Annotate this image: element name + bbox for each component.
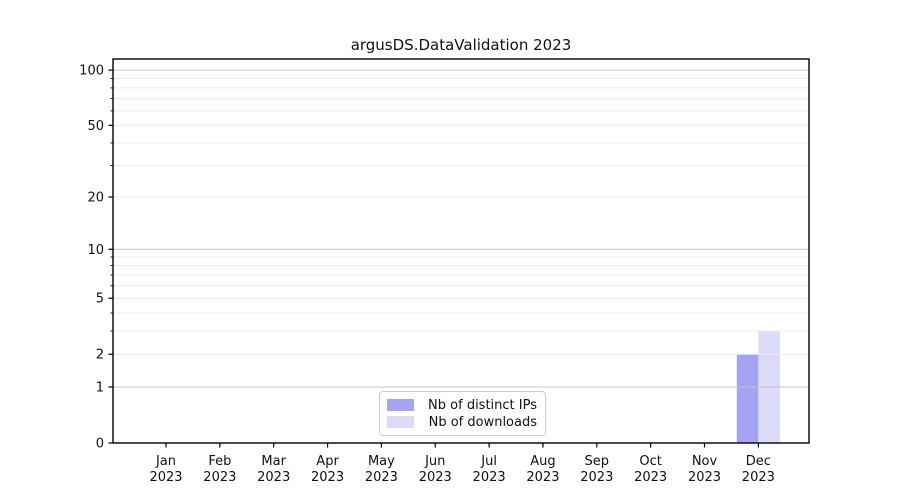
x-tick-label-month-may: May bbox=[368, 454, 395, 469]
x-tick-label-month-oct: Oct bbox=[639, 454, 661, 469]
chart-title: argusDS.DataValidation 2023 bbox=[350, 36, 572, 54]
x-tick-label-month-dec: Dec bbox=[746, 454, 771, 469]
x-tick-label-year-aug: 2023 bbox=[526, 470, 559, 485]
x-tick-label-year-feb: 2023 bbox=[203, 470, 236, 485]
x-tick-label-month-feb: Feb bbox=[208, 454, 231, 469]
x-tick-label-month-mar: Mar bbox=[261, 454, 286, 469]
x-tick-label-month-apr: Apr bbox=[316, 454, 339, 469]
x-tick-label-month-nov: Nov bbox=[692, 454, 718, 469]
y-tick-label-0: 0 bbox=[96, 437, 104, 452]
x-tick-label-year-may: 2023 bbox=[365, 470, 398, 485]
legend-swatch-downloads bbox=[387, 416, 414, 428]
plot-frame bbox=[112, 58, 810, 444]
y-tick-label-2: 2 bbox=[96, 348, 104, 363]
y-tick-label-10: 10 bbox=[87, 243, 104, 258]
x-tick-label-month-jul: Jul bbox=[480, 454, 497, 469]
x-tick-label-year-jul: 2023 bbox=[473, 470, 506, 485]
legend-item-distinct-ips: Nb of distinct IPs bbox=[387, 397, 537, 413]
y-tick-label-20: 20 bbox=[87, 191, 104, 206]
y-tick-label-5: 5 bbox=[96, 292, 104, 307]
y-tick-label-1: 1 bbox=[96, 380, 104, 395]
x-tick-label-year-sep: 2023 bbox=[580, 470, 613, 485]
bar-nb-of-distinct-ips-dec bbox=[736, 354, 759, 443]
y-tick-label-50: 50 bbox=[87, 119, 104, 134]
legend-swatch-distinct-ips bbox=[387, 399, 414, 411]
x-tick-label-year-apr: 2023 bbox=[311, 470, 344, 485]
x-tick-label-year-oct: 2023 bbox=[634, 470, 667, 485]
x-tick-label-year-nov: 2023 bbox=[688, 470, 721, 485]
x-tick-label-year-jan: 2023 bbox=[149, 470, 182, 485]
x-tick-label-month-jun: Jun bbox=[424, 454, 445, 469]
x-tick-label-year-jun: 2023 bbox=[419, 470, 452, 485]
legend-label-downloads: Nb of downloads bbox=[428, 414, 537, 430]
x-tick-label-month-sep: Sep bbox=[585, 454, 610, 469]
legend-item-downloads: Nb of downloads bbox=[387, 414, 537, 430]
x-tick-label-month-jan: Jan bbox=[155, 454, 176, 469]
y-tick-label-100: 100 bbox=[79, 64, 104, 79]
x-tick-label-year-mar: 2023 bbox=[257, 470, 290, 485]
x-tick-label-month-aug: Aug bbox=[530, 454, 555, 469]
legend: Nb of distinct IPs Nb of downloads bbox=[379, 391, 546, 436]
x-tick-label-year-dec: 2023 bbox=[742, 470, 775, 485]
legend-label-distinct-ips: Nb of distinct IPs bbox=[428, 397, 537, 413]
